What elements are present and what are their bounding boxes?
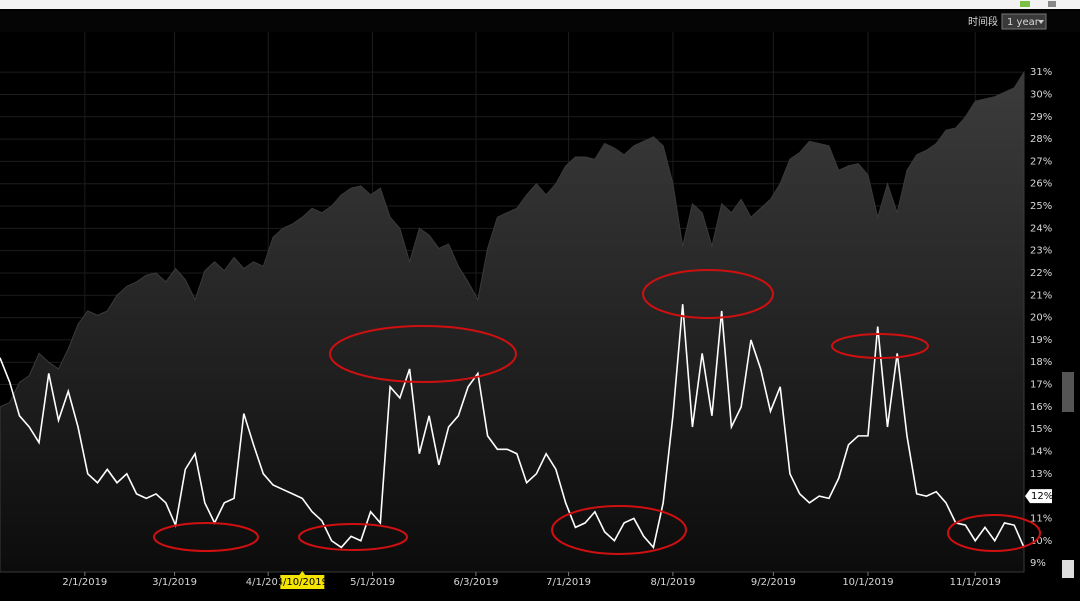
- crosshair-label: 4/10/2019: [277, 577, 328, 588]
- line: [0, 304, 1025, 550]
- y-tick-label: 21%: [1030, 290, 1052, 301]
- crosshair-pointer: [299, 571, 306, 575]
- toolbar-icon[interactable]: [1048, 1, 1056, 7]
- x-tick-label: 9/2/2019: [751, 577, 796, 588]
- annotation-circle: [551, 505, 687, 555]
- x-tick-label: 4/1/2019: [246, 577, 291, 588]
- y-tick-label: 18%: [1030, 357, 1052, 368]
- y-tick-label: 28%: [1030, 134, 1052, 145]
- annotation-circle: [947, 514, 1041, 552]
- value-marker-label: 12%: [1031, 491, 1053, 502]
- y-tick-label: 30%: [1030, 89, 1052, 100]
- period-label: 时间段: [968, 15, 998, 28]
- y-tick-label: 22%: [1030, 268, 1052, 279]
- period-dropdown[interactable]: [1001, 13, 1047, 30]
- value-marker-bg: [1025, 489, 1052, 504]
- crosshair-label-bg: [280, 575, 325, 589]
- y-tick-label: 16%: [1030, 402, 1052, 413]
- y-tick-label: 27%: [1030, 156, 1052, 167]
- x-tick-label: 11/1/2019: [950, 577, 1001, 588]
- y-tick-label: 26%: [1030, 179, 1052, 190]
- x-tick-label: 5/1/2019: [350, 577, 395, 588]
- y-tick-label: 15%: [1030, 424, 1052, 435]
- annotation-circle: [153, 522, 259, 552]
- period-option[interactable]: 1 year: [1007, 17, 1040, 28]
- y-tick-label: 24%: [1030, 223, 1052, 234]
- x-tick-label: 2/1/2019: [62, 577, 107, 588]
- toolbar-icon[interactable]: [1020, 1, 1030, 7]
- x-tick-label: 10/1/2019: [842, 577, 893, 588]
- y-tick-label: 29%: [1030, 112, 1052, 123]
- x-tick-label: 6/3/2019: [453, 577, 498, 588]
- y-tick-label: 11%: [1030, 513, 1052, 524]
- x-tick-label: 7/1/2019: [546, 577, 591, 588]
- y-tick-label: 14%: [1030, 447, 1052, 458]
- y-tick-label: 23%: [1030, 246, 1052, 257]
- y-tick-label: 20%: [1030, 313, 1052, 324]
- side-scroll[interactable]: [1062, 372, 1074, 412]
- y-tick-label: 13%: [1030, 469, 1052, 480]
- annotation-circle: [329, 325, 517, 383]
- annotation-circle: [642, 269, 774, 319]
- y-tick-label: 9%: [1030, 558, 1046, 569]
- close-button[interactable]: [1062, 560, 1074, 578]
- top-strip: [0, 0, 1080, 9]
- x-tick-label: 3/1/2019: [152, 577, 197, 588]
- annotation-circle: [831, 333, 929, 359]
- dropdown-arrow[interactable]: [1038, 20, 1044, 24]
- plot-area: [0, 32, 1025, 573]
- y-tick-label: 19%: [1030, 335, 1052, 346]
- header-bar: [0, 11, 1080, 32]
- y-tick-label: 31%: [1030, 67, 1052, 78]
- x-tick-label: 8/1/2019: [650, 577, 695, 588]
- annotations: [153, 269, 1041, 555]
- area: [0, 70, 1025, 573]
- y-tick-label: 10%: [1030, 536, 1052, 547]
- y-tick-label: 17%: [1030, 380, 1052, 391]
- annotation-circle: [298, 523, 408, 551]
- y-tick-label: 25%: [1030, 201, 1052, 212]
